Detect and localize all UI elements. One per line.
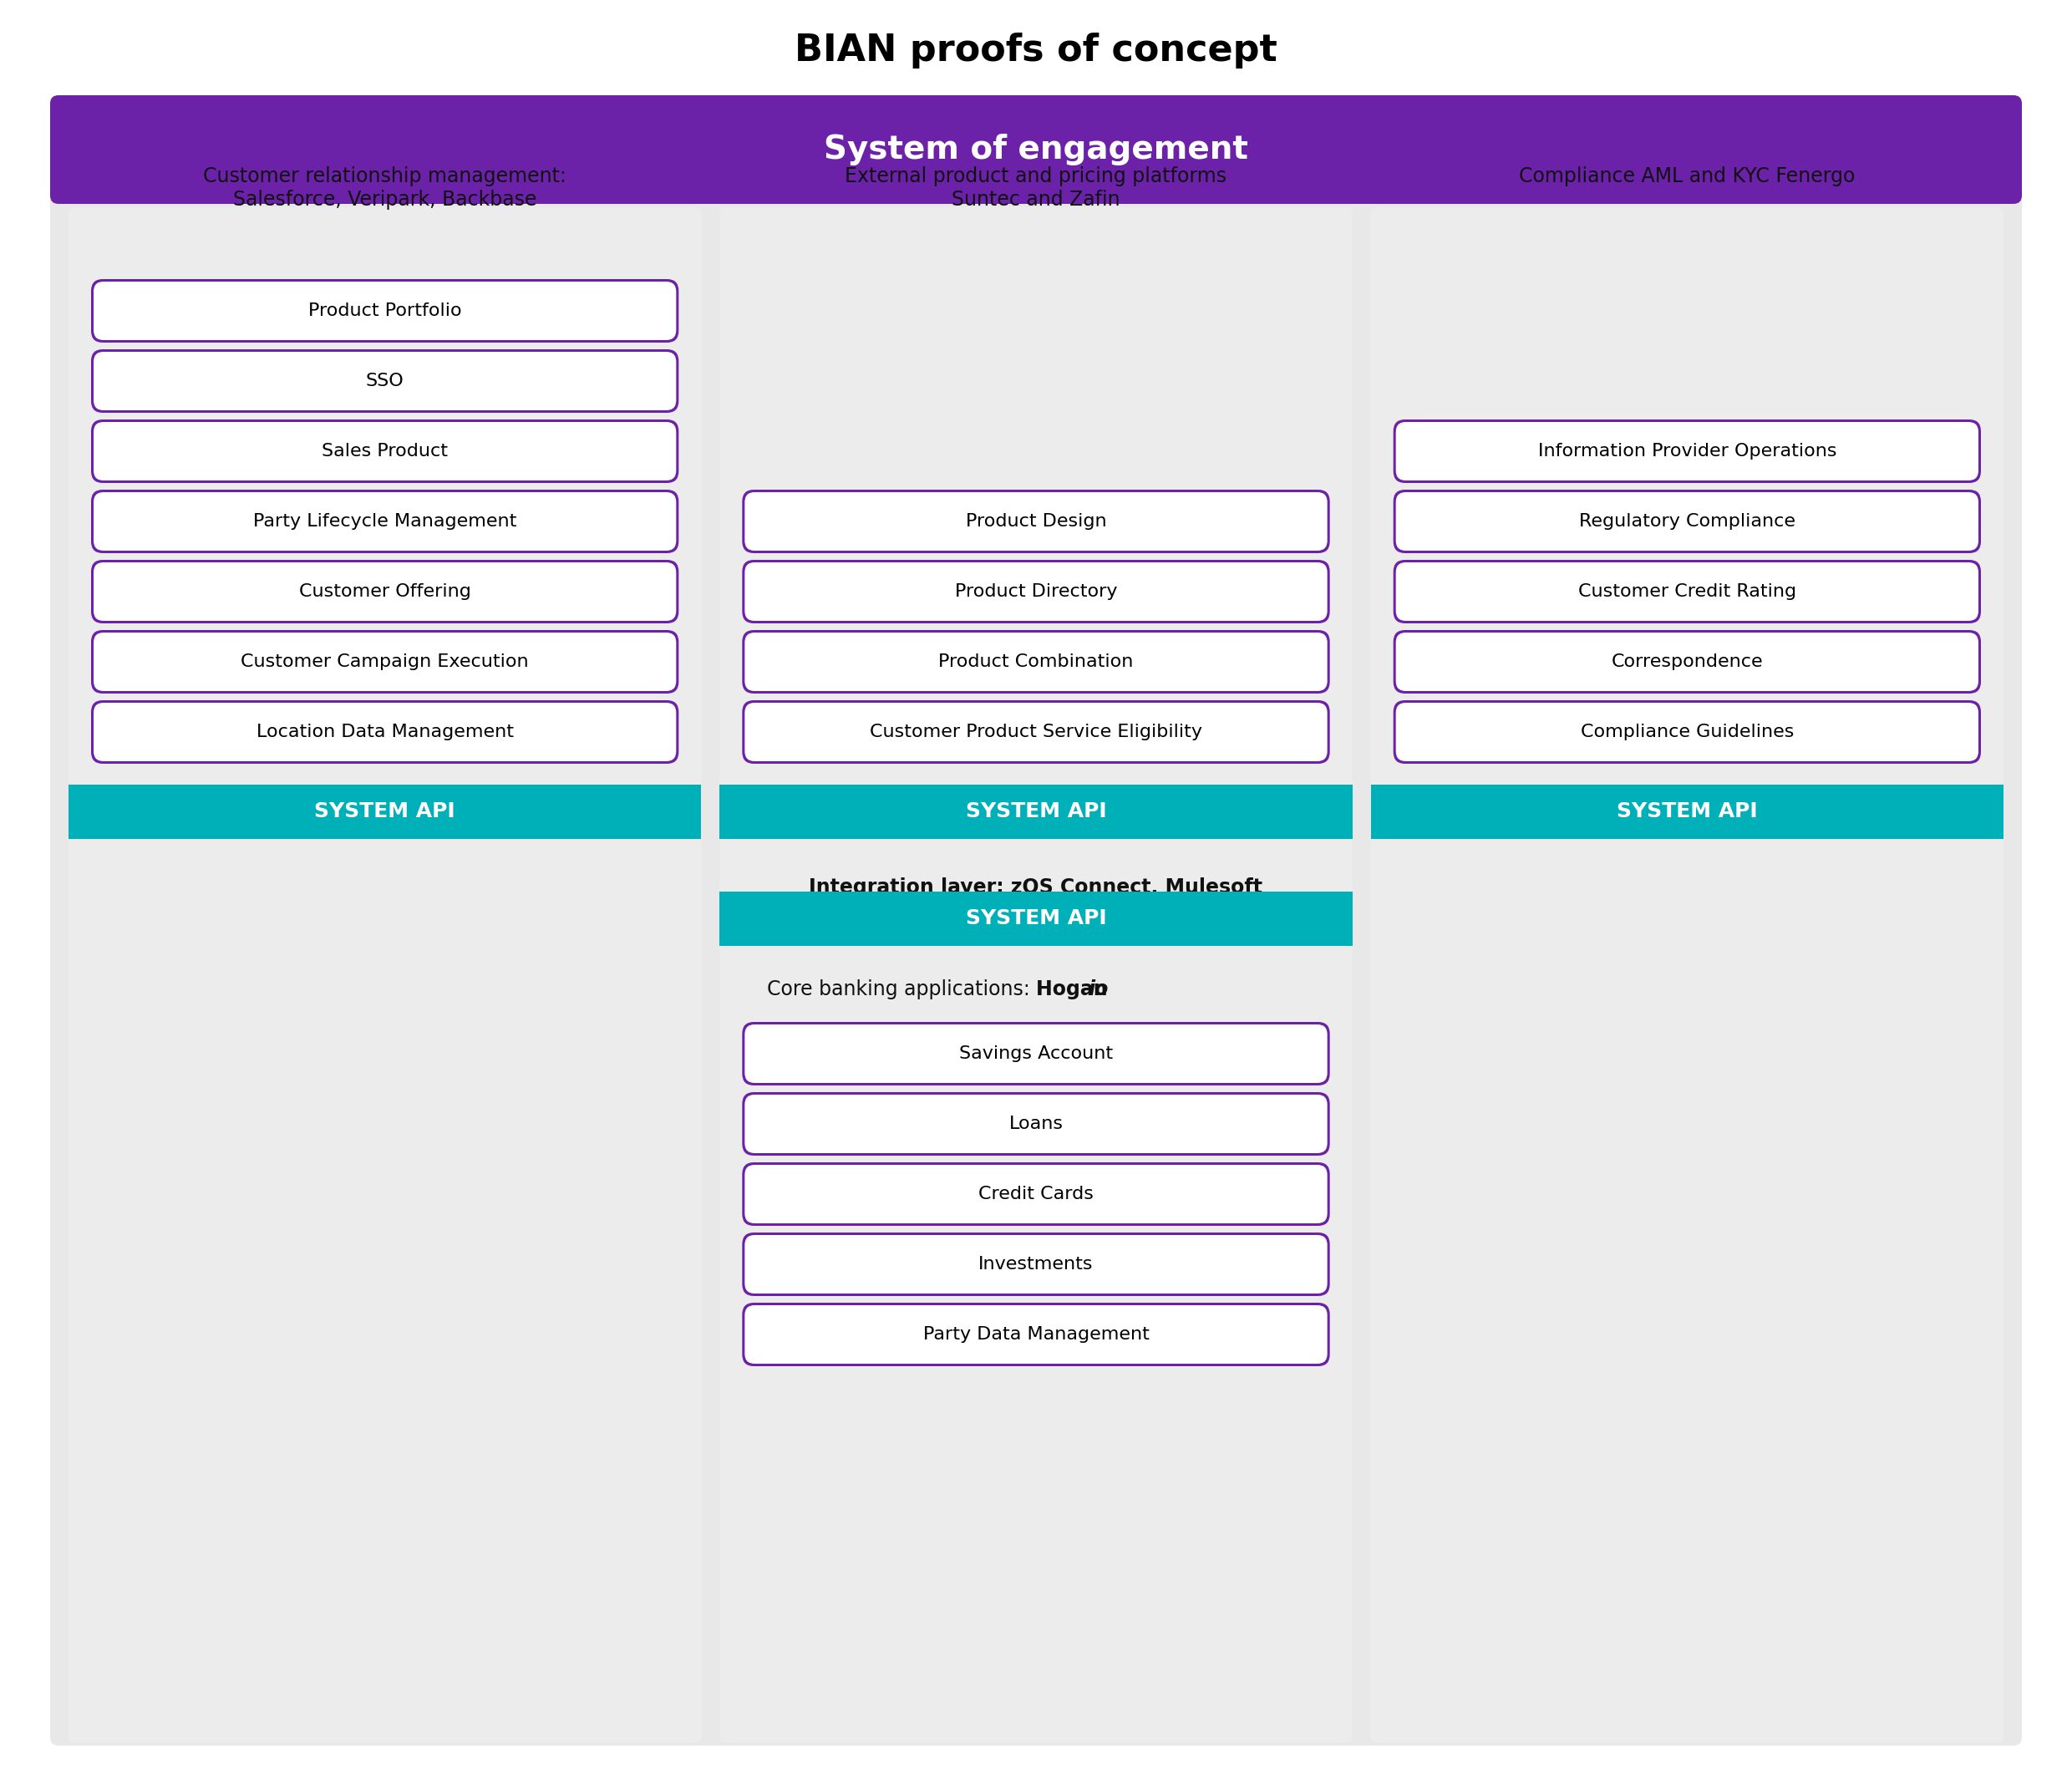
FancyBboxPatch shape [744, 1235, 1328, 1293]
Text: Party Lifecycle Management: Party Lifecycle Management [253, 512, 516, 530]
Text: Core banking applications:: Core banking applications: [767, 978, 1036, 1000]
FancyBboxPatch shape [91, 630, 680, 694]
Text: Compliance Guidelines: Compliance Guidelines [1581, 724, 1794, 740]
Text: Product Design: Product Design [966, 512, 1106, 530]
FancyBboxPatch shape [1397, 633, 1979, 690]
FancyBboxPatch shape [744, 1306, 1328, 1364]
Bar [719, 785, 1353, 840]
FancyBboxPatch shape [1392, 489, 1981, 553]
Text: Product Directory: Product Directory [955, 584, 1117, 600]
FancyBboxPatch shape [1397, 562, 1979, 621]
FancyBboxPatch shape [91, 349, 680, 413]
FancyBboxPatch shape [1397, 493, 1979, 551]
Text: Correspondence: Correspondence [1612, 653, 1763, 671]
Text: SYSTEM API: SYSTEM API [966, 802, 1106, 822]
Text: BIAN proofs of concept: BIAN proofs of concept [796, 32, 1276, 69]
FancyBboxPatch shape [744, 562, 1328, 621]
Text: System of engagement: System of engagement [825, 133, 1247, 165]
Text: Regulatory Compliance: Regulatory Compliance [1579, 512, 1794, 530]
Text: SSO: SSO [367, 372, 404, 390]
Text: SYSTEM API: SYSTEM API [966, 909, 1106, 929]
Text: Product Combination: Product Combination [939, 653, 1133, 671]
FancyBboxPatch shape [1392, 630, 1981, 694]
Text: Sales Product: Sales Product [321, 443, 448, 459]
FancyBboxPatch shape [91, 420, 680, 482]
Text: Customer Credit Rating: Customer Credit Rating [1579, 584, 1796, 600]
FancyBboxPatch shape [93, 281, 675, 340]
FancyBboxPatch shape [91, 701, 680, 763]
FancyBboxPatch shape [93, 633, 675, 690]
FancyBboxPatch shape [93, 422, 675, 480]
FancyBboxPatch shape [93, 562, 675, 621]
Bar [1372, 785, 2004, 840]
FancyBboxPatch shape [742, 1302, 1330, 1366]
FancyBboxPatch shape [744, 703, 1328, 761]
FancyBboxPatch shape [93, 352, 675, 411]
FancyBboxPatch shape [1392, 560, 1981, 623]
Bar [68, 785, 700, 840]
FancyBboxPatch shape [744, 1165, 1328, 1224]
Text: Party Data Management: Party Data Management [922, 1325, 1150, 1343]
Text: Investments: Investments [978, 1256, 1094, 1272]
FancyBboxPatch shape [744, 1094, 1328, 1153]
Text: SYSTEM API: SYSTEM API [315, 802, 456, 822]
Text: Location Data Management: Location Data Management [257, 724, 514, 740]
FancyBboxPatch shape [742, 1021, 1330, 1085]
Text: Hogan: Hogan [1036, 978, 1115, 1000]
FancyBboxPatch shape [719, 206, 1353, 1742]
FancyBboxPatch shape [1397, 422, 1979, 480]
Text: Savings Account: Savings Account [959, 1046, 1113, 1062]
FancyBboxPatch shape [93, 493, 675, 551]
FancyBboxPatch shape [744, 493, 1328, 551]
FancyBboxPatch shape [742, 701, 1330, 763]
Text: Loans: Loans [1009, 1115, 1063, 1131]
FancyBboxPatch shape [1392, 701, 1981, 763]
Text: io: io [1088, 978, 1109, 1000]
FancyBboxPatch shape [1397, 703, 1979, 761]
Text: Credit Cards: Credit Cards [978, 1187, 1094, 1203]
FancyBboxPatch shape [93, 703, 675, 761]
Text: Customer Product Service Eligibility: Customer Product Service Eligibility [870, 724, 1202, 740]
Bar [719, 891, 1353, 946]
Text: Customer Campaign Execution: Customer Campaign Execution [240, 653, 528, 671]
Text: Information Provider Operations: Information Provider Operations [1537, 443, 1836, 459]
FancyBboxPatch shape [742, 560, 1330, 623]
Text: Integration layer: zOS Connect, Mulesoft: Integration layer: zOS Connect, Mulesoft [810, 877, 1262, 897]
FancyBboxPatch shape [50, 96, 2022, 205]
FancyBboxPatch shape [91, 279, 680, 343]
FancyBboxPatch shape [742, 489, 1330, 553]
FancyBboxPatch shape [1372, 206, 2004, 1742]
FancyBboxPatch shape [91, 560, 680, 623]
FancyBboxPatch shape [742, 1162, 1330, 1226]
Text: Customer relationship management:
Salesforce, Veripark, Backbase: Customer relationship management: Salesf… [203, 165, 566, 210]
Text: Customer Offering: Customer Offering [298, 584, 470, 600]
FancyBboxPatch shape [744, 1025, 1328, 1083]
FancyBboxPatch shape [50, 96, 2022, 1745]
Text: External product and pricing platforms
Suntec and Zafin: External product and pricing platforms S… [845, 165, 1227, 210]
FancyBboxPatch shape [742, 1092, 1330, 1156]
FancyBboxPatch shape [91, 489, 680, 553]
FancyBboxPatch shape [1392, 420, 1981, 482]
FancyBboxPatch shape [68, 206, 700, 1742]
Text: Compliance AML and KYC Fenergo: Compliance AML and KYC Fenergo [1519, 165, 1854, 187]
FancyBboxPatch shape [742, 630, 1330, 694]
FancyBboxPatch shape [742, 1233, 1330, 1297]
Text: Product Portfolio: Product Portfolio [309, 302, 462, 318]
FancyBboxPatch shape [744, 633, 1328, 690]
Text: SYSTEM API: SYSTEM API [1616, 802, 1757, 822]
